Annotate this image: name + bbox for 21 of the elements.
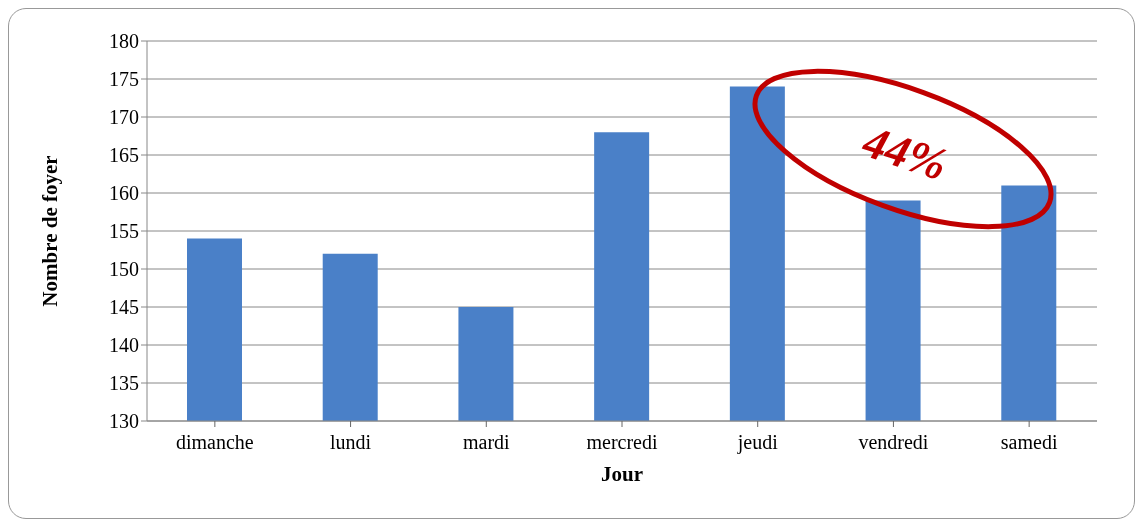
y-tick-label: 130 (109, 410, 139, 433)
y-tick-label: 140 (109, 334, 139, 357)
y-tick-label: 150 (109, 258, 139, 281)
y-tick-label: 180 (109, 30, 139, 53)
x-tick-label: dimanche (175, 431, 254, 454)
x-tick-label: jeudi (736, 431, 779, 455)
y-tick-label: 145 (109, 296, 139, 319)
x-tick-label: samedi (1000, 431, 1058, 454)
y-tick-label: 170 (109, 106, 139, 129)
annotation: 44% (856, 115, 954, 191)
y-tick-label: 160 (109, 182, 139, 205)
y-tick-label: 175 (109, 68, 139, 91)
x-tick-label: mardi (462, 431, 511, 454)
x-axis-title: Jour (601, 462, 643, 486)
x-tick-label: lundi (330, 431, 372, 454)
y-tick-label: 135 (109, 372, 139, 395)
y-axis-title: Nombre de foyer (38, 155, 63, 307)
x-tick-label: vendredi (858, 431, 929, 454)
y-tick-label: 155 (109, 220, 139, 243)
x-tick-label: mercredi (586, 431, 658, 454)
y-tick-label: 165 (109, 144, 139, 167)
